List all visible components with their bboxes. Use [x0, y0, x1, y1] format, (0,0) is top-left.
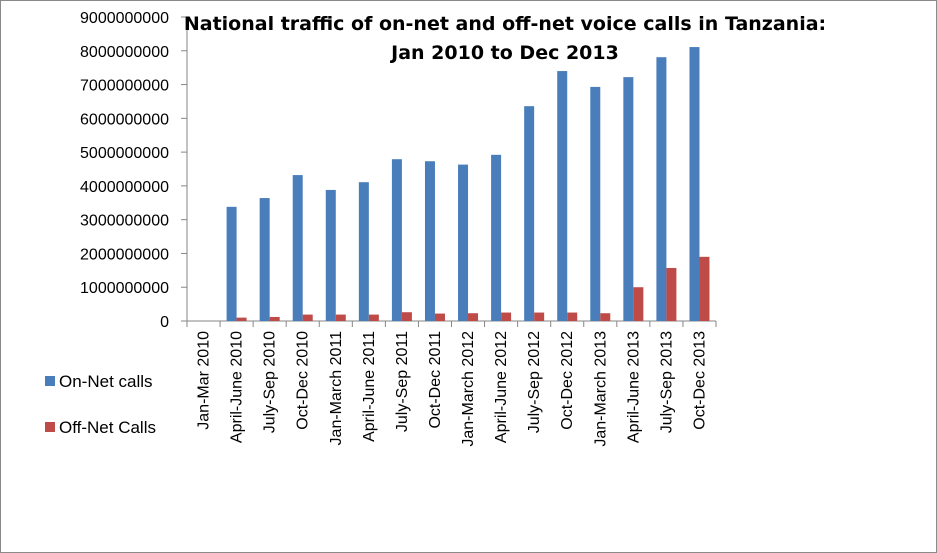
bar-on-net — [424, 161, 435, 321]
bar-on-net — [689, 47, 700, 321]
y-tick-label: 7000000000 — [80, 78, 169, 95]
x-axis: Jan-Mar 2010 April-June 2010 July-Sep 2010… — [186, 320, 717, 447]
x-tick-label: Oct-Dec 2011 — [427, 331, 444, 429]
bar-off-net — [699, 256, 710, 321]
x-tick-label: Jan-March 2013 — [592, 331, 609, 447]
bar-off-net — [302, 314, 313, 321]
bar-off-net — [236, 317, 247, 321]
bar-off-net — [633, 287, 644, 321]
bar-off-net — [468, 313, 479, 321]
bar-on-net — [656, 57, 667, 321]
y-tick-label: 6000000000 — [80, 111, 169, 128]
y-tick-label: 0 — [160, 314, 169, 331]
x-tick-label: July-Sep 2010 — [262, 331, 279, 433]
bar-off-net — [666, 267, 677, 321]
bar-on-net — [623, 77, 634, 321]
y-tick-label: 2000000000 — [80, 246, 169, 263]
x-tick-label: April-June 2013 — [625, 331, 642, 443]
x-tick-label: Jan-Mar 2010 — [196, 331, 213, 430]
x-tick-label: July-Sep 2012 — [526, 331, 543, 433]
bars — [226, 47, 710, 322]
bar-on-net — [590, 86, 601, 321]
legend-label: On-Net calls — [59, 372, 153, 391]
legend-swatch — [45, 422, 55, 432]
bar-on-net — [325, 189, 336, 321]
bar-on-net — [358, 182, 369, 321]
x-tick-label: Oct-Dec 2012 — [559, 331, 576, 430]
x-tick-label: Oct-Dec 2010 — [295, 331, 312, 430]
chart-subtitle: Jan 2010 to Dec 2013 — [389, 42, 619, 64]
y-tick-label: 3000000000 — [80, 213, 169, 230]
y-tick-label: 4000000000 — [80, 179, 169, 196]
bar-off-net — [534, 312, 545, 321]
bar-on-net — [557, 71, 568, 322]
bar-on-net — [292, 175, 303, 321]
bar-off-net — [401, 312, 412, 321]
x-tick-label: July-Sep 2013 — [658, 331, 675, 433]
bar-off-net — [368, 314, 379, 321]
x-tick-label: April-June 2012 — [493, 331, 510, 443]
bar-on-net — [226, 206, 237, 321]
x-tick-label: July-Sep 2011 — [394, 331, 411, 432]
x-tick-label: April-June 2011 — [361, 331, 378, 442]
bar-on-net — [491, 154, 502, 321]
legend-label: Off-Net Calls — [59, 418, 156, 437]
bar-off-net — [434, 313, 445, 321]
chart-title: National traffic of on-net and off-net v… — [184, 13, 826, 35]
y-tick-label: 1000000000 — [80, 280, 169, 297]
legend-swatch — [45, 376, 55, 386]
bar-on-net — [259, 198, 270, 321]
x-tick-label: Jan-March 2011 — [328, 331, 345, 446]
x-tick-label: Jan-March 2012 — [460, 331, 477, 447]
bar-off-net — [501, 312, 512, 321]
bar-on-net — [391, 159, 402, 321]
bar-off-net — [335, 314, 346, 321]
x-tick-label: Oct-Dec 2013 — [691, 331, 708, 430]
y-tick-label: 9000000000 — [80, 10, 169, 27]
bar-off-net — [600, 313, 611, 321]
legend: On-Net calls Off-Net Calls — [45, 372, 156, 437]
y-axis: 0 1000000000 2000000000 3000000000 400000000… — [80, 10, 188, 331]
bar-off-net — [567, 312, 578, 321]
bar-off-net — [269, 316, 280, 321]
bar-on-net — [524, 106, 535, 321]
bar-on-net — [458, 164, 469, 321]
y-tick-label: 8000000000 — [80, 44, 169, 61]
x-tick-label: April-June 2010 — [229, 331, 246, 443]
y-tick-label: 5000000000 — [80, 145, 169, 162]
